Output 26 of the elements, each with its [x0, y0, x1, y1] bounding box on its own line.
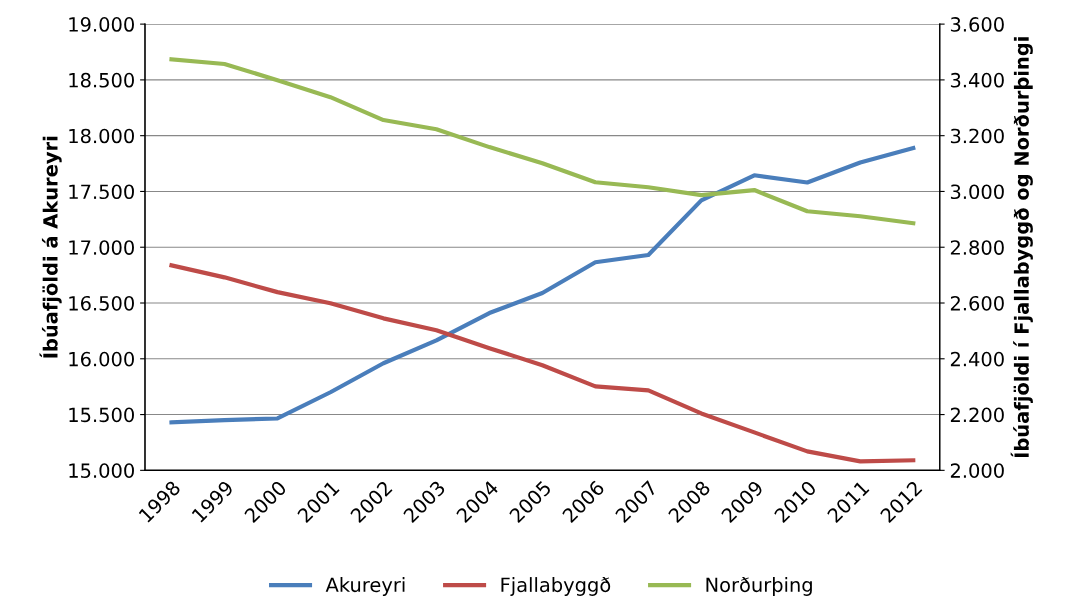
- y2-tick-label: 3.400: [950, 72, 1004, 88]
- y2-tick-label: 2.200: [950, 407, 1004, 423]
- y-tick-label: 16.000: [69, 351, 134, 367]
- legend-label: Norðurþing: [706, 577, 812, 596]
- y2-axis-title: Íbúafjöldi í Fjallabyggð og Norðurþingi: [1010, 37, 1033, 458]
- y-tick-label: 18.500: [69, 72, 134, 88]
- legend-label: Akureyri: [325, 577, 405, 596]
- y-tick-label: 15.000: [69, 463, 134, 478]
- y2-tick-label: 3.200: [950, 128, 1004, 144]
- y-tick-label: 17.000: [69, 240, 134, 255]
- y2-tick-label: 3.600: [950, 17, 1004, 32]
- y-tick-label: 19.000: [69, 17, 134, 32]
- y2-tick-label: 2.000: [950, 463, 1004, 478]
- y-tick-label: 16.500: [69, 295, 134, 311]
- y-tick-label: 17.500: [69, 184, 134, 200]
- y2-tick-label: 3.000: [950, 184, 1004, 200]
- y2-tick-label: 2.800: [950, 240, 1004, 255]
- y2-tick-label: 2.400: [950, 351, 1004, 367]
- y-tick-label: 18.000: [69, 128, 134, 144]
- y-tick-label: 15.500: [69, 407, 134, 423]
- line-series: [169, 57, 916, 226]
- y-axis-title: Íbúafjöldi á Akureyri: [39, 136, 62, 358]
- y2-tick-label: 2.600: [950, 295, 1004, 311]
- line-series: [169, 145, 916, 425]
- legend-label: Fjallabyggð: [501, 577, 611, 596]
- line-series: [169, 263, 916, 464]
